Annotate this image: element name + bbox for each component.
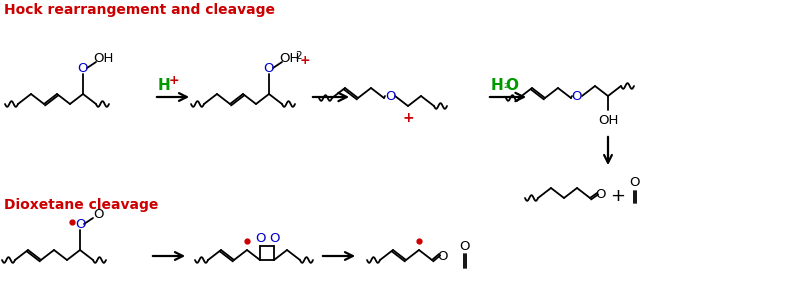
Text: +: + bbox=[402, 111, 413, 125]
Text: O: O bbox=[264, 61, 274, 75]
Text: Dioxetane cleavage: Dioxetane cleavage bbox=[4, 198, 158, 212]
Text: O: O bbox=[75, 218, 85, 231]
Text: Hock rearrangement and cleavage: Hock rearrangement and cleavage bbox=[4, 3, 275, 17]
Text: O: O bbox=[571, 89, 582, 103]
Text: OH: OH bbox=[598, 113, 618, 126]
Text: O: O bbox=[459, 240, 469, 253]
Text: O: O bbox=[255, 231, 265, 244]
Text: O: O bbox=[629, 176, 639, 190]
Text: ₂: ₂ bbox=[504, 77, 509, 91]
Text: OH: OH bbox=[279, 51, 299, 64]
Text: +: + bbox=[168, 75, 179, 88]
Text: OH: OH bbox=[93, 51, 113, 64]
Text: H: H bbox=[491, 77, 504, 92]
Text: +: + bbox=[610, 187, 625, 205]
Text: H: H bbox=[158, 77, 170, 92]
Text: O: O bbox=[77, 61, 88, 75]
Text: +: + bbox=[300, 54, 310, 67]
Text: 2: 2 bbox=[296, 51, 302, 61]
Text: O: O bbox=[595, 188, 605, 201]
Text: O: O bbox=[505, 77, 518, 92]
Text: O: O bbox=[268, 231, 279, 244]
Text: O: O bbox=[93, 209, 104, 222]
Text: O: O bbox=[384, 89, 395, 103]
Text: O: O bbox=[437, 250, 447, 262]
